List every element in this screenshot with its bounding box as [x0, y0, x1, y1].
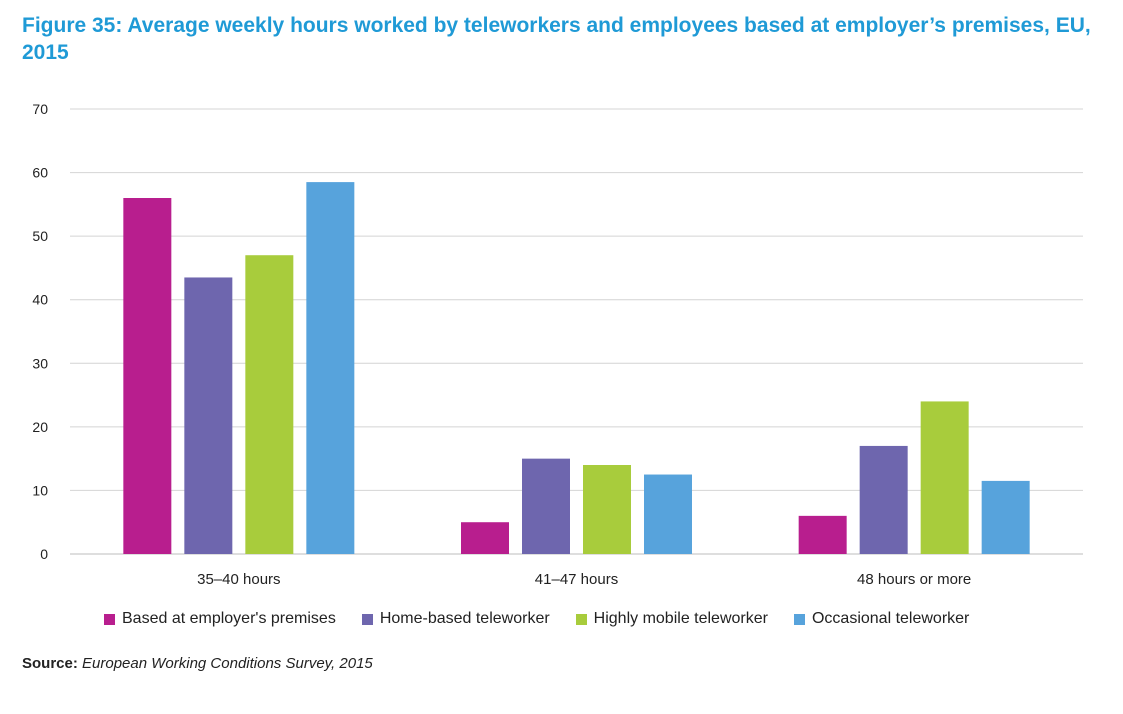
source-note: Source: European Working Conditions Surv…: [22, 655, 373, 672]
y-tick-label: 20: [32, 419, 48, 435]
legend-label: Highly mobile teleworker: [593, 610, 768, 627]
legend-item: Occasional teleworker: [793, 610, 970, 628]
chart-title: Figure 35: Average weekly hours worked b…: [22, 14, 1091, 64]
legend-swatch: [793, 613, 805, 625]
bar: [859, 445, 908, 554]
legend-item: Based at employer's premises: [104, 610, 336, 628]
bar: [798, 515, 847, 554]
bar: [123, 198, 172, 554]
y-tick-label: 50: [32, 228, 48, 244]
bar: [306, 182, 355, 554]
y-tick-label: 10: [32, 482, 48, 498]
source-text: European Working Conditions Survey, 2015: [82, 655, 373, 672]
y-tick-label: 70: [32, 101, 48, 117]
y-tick-label: 60: [32, 165, 48, 181]
legend-swatch: [575, 613, 587, 625]
x-category-label: 48 hours or more: [857, 571, 971, 588]
bar: [920, 401, 969, 554]
y-tick-label: 0: [40, 546, 48, 562]
legend-swatch: [361, 613, 373, 625]
legend-label: Occasional teleworker: [811, 610, 970, 627]
x-category-label: 41–47 hours: [535, 571, 618, 588]
legend-swatch: [104, 613, 115, 625]
legend-item: Highly mobile teleworker: [575, 610, 768, 628]
gridlines: [70, 108, 1083, 555]
bar: [583, 465, 631, 554]
bar: [644, 474, 692, 554]
y-tick-label: 30: [32, 355, 48, 371]
legend-label: Based at employer's premises: [122, 610, 336, 627]
bar-chart: 0 10 20 30 40 50 60 70 35–40 hours 41–47 hours 48…: [32, 101, 1083, 588]
bar: [461, 522, 509, 554]
legend-label: Home-based teleworker: [379, 610, 550, 627]
legend-item: Home-based teleworker: [361, 610, 550, 628]
y-axis-ticks: 0 10 20 30 40 50 60 70: [32, 101, 48, 562]
bars: [123, 182, 1030, 554]
x-category-label: 35–40 hours: [197, 571, 280, 588]
bar: [184, 277, 233, 554]
bar: [981, 480, 1030, 554]
source-label: Source:: [22, 655, 78, 672]
bar: [245, 255, 294, 554]
bar: [522, 458, 570, 554]
y-tick-label: 40: [32, 292, 48, 308]
legend: Based at employer's premises Home-based …: [104, 610, 969, 628]
x-axis-categories: 35–40 hours 41–47 hours 48 hours or more: [197, 571, 971, 588]
